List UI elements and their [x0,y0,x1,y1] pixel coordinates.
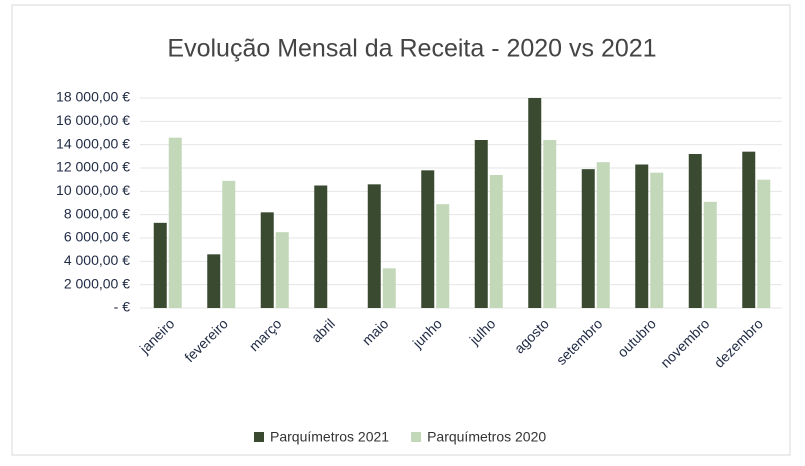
bar [222,180,236,308]
bar [742,151,756,308]
bar [260,212,274,308]
bar [757,179,771,308]
y-tick-label: 14 000,00 € [56,135,130,151]
y-tick-label: 16 000,00 € [56,112,130,128]
bar [367,184,381,308]
bar [543,140,557,308]
bar [596,162,610,308]
legend-swatch [254,432,264,442]
bar [436,204,450,308]
chart-title: Evolução Mensal da Receita - 2020 vs 202… [167,35,656,63]
bar [489,175,503,308]
y-tick-label: 2 000,00 € [64,275,130,291]
bar [421,170,435,308]
bar [153,222,167,308]
y-tick-label: 18 000,00 € [56,89,130,105]
bar [688,154,702,308]
y-tick-label: 8 000,00 € [64,205,130,221]
bar [382,268,396,308]
legend-label: Parquímetros 2020 [427,429,546,445]
legend-swatch [411,432,422,442]
y-tick-label: 6 000,00 € [64,229,130,245]
bar [207,254,221,308]
bar [168,137,182,308]
bar [314,185,328,308]
bar [581,169,595,308]
bar [703,201,717,308]
bar [650,172,664,308]
bar [474,140,488,308]
y-tick-label: 10 000,00 € [56,182,130,198]
bar [635,164,649,308]
bar [275,232,289,308]
legend-label: Parquímetros 2021 [270,429,389,445]
y-tick-label: 12 000,00 € [56,159,130,175]
y-tick-label: 4 000,00 € [64,252,130,268]
y-tick-label: - € [114,299,131,315]
bar [528,98,542,308]
